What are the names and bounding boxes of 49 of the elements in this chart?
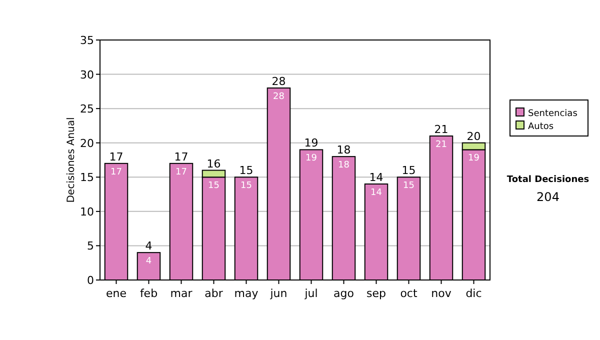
y-tick-label: 5 <box>87 240 94 253</box>
y-axis-title: Decisiones Anual <box>66 117 77 203</box>
x-tick-label: sep <box>366 287 386 300</box>
legend-label: Autos <box>528 122 554 132</box>
legend-label: Sentencias <box>528 109 578 119</box>
x-tick-label: abr <box>204 287 224 300</box>
x-tick-label: mar <box>170 287 193 300</box>
x-tick-label: ene <box>106 287 127 300</box>
data-label: 17 <box>176 167 187 178</box>
y-tick-label: 20 <box>80 136 94 150</box>
total-label: 15 <box>402 164 416 178</box>
total-label: 17 <box>109 150 124 164</box>
total-label: 15 <box>239 164 254 178</box>
total-label: 20 <box>466 130 481 143</box>
data-label: 15 <box>208 181 220 192</box>
total-label: 28 <box>272 75 286 88</box>
x-tick-label: feb <box>140 287 158 300</box>
x-tick-label: oct <box>400 287 418 300</box>
x-tick-label: jul <box>304 287 318 300</box>
data-label: 14 <box>370 188 382 198</box>
total-label: 4 <box>145 240 152 253</box>
y-tick-label: 35 <box>80 34 94 47</box>
data-label: 4 <box>146 256 152 267</box>
data-label: 28 <box>273 92 285 102</box>
data-label: 17 <box>110 167 122 178</box>
data-label: 19 <box>468 154 480 164</box>
text: 204 <box>536 190 560 204</box>
data-label: 15 <box>403 181 414 192</box>
total-label: 21 <box>434 123 448 136</box>
text: Total Decisiones <box>506 175 590 185</box>
total-label: 14 <box>369 171 384 184</box>
x-tick-label: may <box>234 287 259 300</box>
y-tick-label: 30 <box>80 68 94 82</box>
total-label: 17 <box>174 150 188 164</box>
data-label: 19 <box>306 154 318 164</box>
y-tick-label: 10 <box>80 205 94 218</box>
x-tick-label: dic <box>466 287 482 300</box>
total-label: 18 <box>336 144 351 157</box>
y-tick-label: 0 <box>87 274 94 287</box>
total-label: 19 <box>304 136 318 150</box>
x-tick-label: jun <box>269 287 288 300</box>
data-label: 15 <box>240 181 252 192</box>
x-tick-label: ago <box>334 287 354 300</box>
total-label: 16 <box>206 157 221 170</box>
data-label: 18 <box>338 160 350 171</box>
y-tick-label: 25 <box>80 102 94 116</box>
y-tick-label: 15 <box>80 171 94 184</box>
data-label: 21 <box>436 140 447 150</box>
x-tick-label: nov <box>431 287 452 300</box>
